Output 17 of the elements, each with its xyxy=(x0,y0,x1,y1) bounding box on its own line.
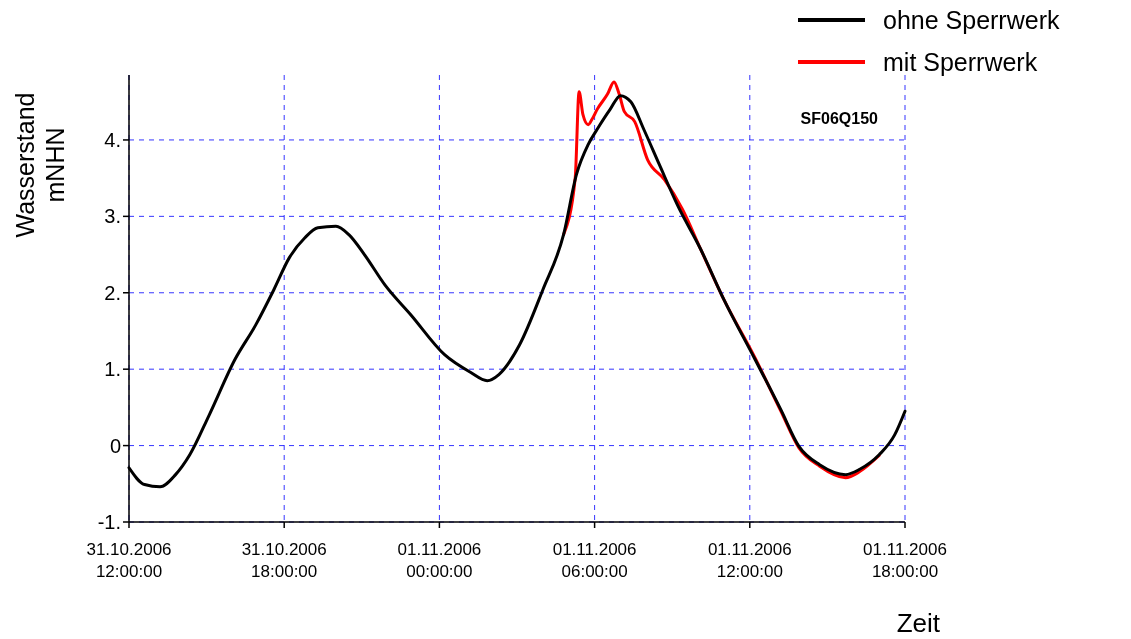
x-tick-label: 31.10.2006 18:00:00 xyxy=(241,540,327,581)
x-tick-label: 01.11.2006 18:00:00 xyxy=(863,540,947,581)
y-tick-label: 0 xyxy=(109,434,121,457)
y-tick-label: 2. xyxy=(104,281,121,304)
x-axis-title: Zeit xyxy=(896,608,941,638)
y-tick-label: -1. xyxy=(97,511,121,533)
y-axis-title: Wasserstand mNHN xyxy=(11,92,69,238)
legend-label: mit Sperrwerk xyxy=(883,47,1038,76)
legend-label: ohne Sperrwerk xyxy=(883,5,1060,34)
x-tick-label: 01.11.2006 12:00:00 xyxy=(707,540,792,581)
y-tick-label: 1. xyxy=(104,358,121,381)
annotation: SF06Q150 xyxy=(800,110,879,127)
x-tick-label: 01.11.2006 00:00:00 xyxy=(397,540,482,581)
y-tick-label: 4. xyxy=(104,128,121,151)
y-tick-label: 3. xyxy=(104,205,121,228)
x-tick-label: 01.11.2006 06:00:00 xyxy=(552,540,637,581)
x-tick-label: 31.10.2006 12:00:00 xyxy=(86,540,172,581)
